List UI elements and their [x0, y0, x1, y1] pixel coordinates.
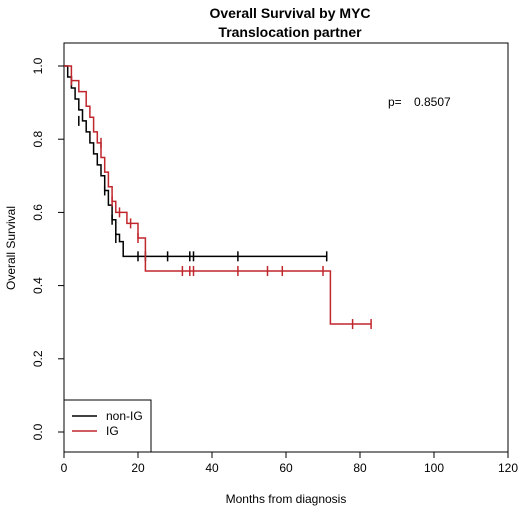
y-tick-label: 0.0 [31, 423, 45, 440]
x-tick-label: 40 [205, 461, 219, 475]
legend: non-IG IG [63, 399, 152, 453]
y-axis: 0.0 0.2 0.4 0.6 0.8 1.0 [31, 57, 64, 440]
legend-label-ig: IG [106, 424, 119, 438]
y-tick-label: 1.0 [31, 57, 45, 74]
x-axis: 0 20 40 60 80 100 120 [61, 452, 518, 475]
x-tick-label: 20 [131, 461, 145, 475]
chart-title-line-1: Overall Survival by MYC [209, 5, 370, 21]
x-tick-label: 0 [61, 461, 68, 475]
p-value-label: p= [388, 95, 402, 109]
p-value: 0.8507 [414, 95, 451, 109]
survival-curve-non-ig [64, 65, 327, 258]
x-tick-label: 120 [498, 461, 518, 475]
x-tick-label: 100 [424, 461, 444, 475]
legend-box [63, 399, 152, 453]
y-axis-label: Overall Survival [4, 206, 18, 290]
x-axis-label: Months from diagnosis [226, 492, 347, 506]
y-tick-label: 0.4 [31, 277, 45, 294]
series-layer [64, 65, 372, 330]
survival-curve-ig [64, 65, 372, 325]
x-tick-label: 80 [353, 461, 367, 475]
legend-label-non-ig: non-IG [106, 409, 143, 423]
y-tick-label: 0.2 [31, 350, 45, 367]
y-tick-label: 0.6 [31, 204, 45, 221]
y-tick-label: 0.8 [31, 131, 45, 148]
chart-title-line-2: Translocation partner [218, 24, 362, 40]
x-tick-label: 60 [279, 461, 293, 475]
